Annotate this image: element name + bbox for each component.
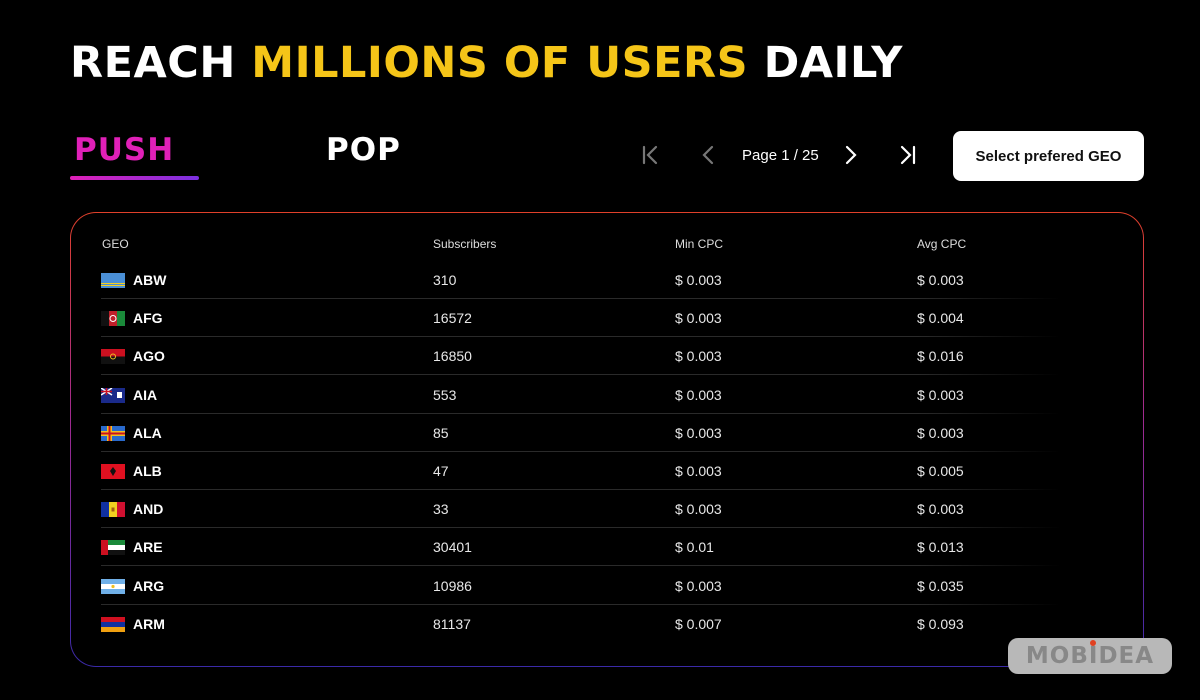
tab-push[interactable]: PUSH [74, 132, 175, 168]
cell-min-cpc: $ 0.007 [675, 615, 722, 632]
cell-subscribers: 85 [433, 424, 449, 441]
cell-avg-cpc: $ 0.003 [917, 424, 964, 441]
column-header-avg-cpc: Avg CPC [917, 237, 967, 251]
next-page-button[interactable] [836, 141, 864, 169]
row-divider [101, 374, 1061, 376]
cell-min-cpc: $ 0.003 [675, 463, 722, 479]
cell-subscribers: 30401 [433, 539, 472, 556]
cell-subscribers: 16572 [433, 310, 472, 327]
flag-argentina-icon [101, 578, 125, 594]
first-page-button[interactable] [636, 141, 664, 169]
flag-andorra-icon [101, 502, 125, 518]
brand-dot [1090, 640, 1096, 646]
cell-geo: ARG [133, 577, 165, 594]
cell-avg-cpc: $ 0.013 [917, 539, 964, 556]
last-page-button[interactable] [894, 141, 922, 169]
flag-aruba-icon [101, 273, 125, 288]
row-divider [101, 450, 1061, 452]
cell-subscribers: 10986 [433, 577, 472, 594]
table-row: ABW 310 $ 0.003 $ 0.003 [101, 261, 1061, 299]
cell-subscribers: 33 [433, 501, 449, 518]
table-row: ARE 30401 $ 0.01 $ 0.013 [101, 528, 1061, 567]
headline-part1: REACH [70, 38, 252, 88]
first-page-icon [642, 145, 658, 165]
table-row: AIA 553 $ 0.003 $ 0.003 [101, 376, 1061, 414]
row-divider [101, 565, 1061, 567]
cell-min-cpc: $ 0.003 [675, 424, 722, 441]
column-header-geo: GEO [102, 237, 129, 251]
row-divider [101, 336, 1061, 338]
table-row: AGO 16850 $ 0.003 $ 0.016 [101, 337, 1061, 376]
column-header-subscribers: Subscribers [433, 237, 497, 251]
cell-min-cpc: $ 0.003 [675, 272, 722, 288]
cell-min-cpc: $ 0.003 [675, 577, 722, 594]
flag-uae-icon [101, 540, 125, 556]
page-indicator: Page 1 / 25 [742, 147, 819, 164]
flag-albania-icon [101, 464, 125, 479]
headline-highlight: MILLIONS OF USERS [251, 38, 749, 88]
select-geo-button[interactable]: Select prefered GEO [953, 131, 1144, 181]
row-divider [101, 298, 1061, 299]
cell-subscribers: 16850 [433, 348, 472, 365]
flag-angola-icon [101, 349, 125, 365]
cell-geo: ARM [133, 615, 165, 632]
cell-avg-cpc: $ 0.003 [917, 501, 964, 518]
column-header-min-cpc: Min CPC [675, 237, 724, 251]
table-row: AFG 16572 $ 0.003 $ 0.004 [101, 299, 1061, 338]
cell-subscribers: 310 [433, 272, 457, 288]
cell-min-cpc: $ 0.01 [675, 539, 714, 556]
cell-min-cpc: $ 0.003 [675, 386, 722, 403]
table-row: ARM 81137 $ 0.007 $ 0.093 [101, 605, 1061, 643]
cell-avg-cpc: $ 0.093 [917, 615, 964, 632]
chevron-left-icon [702, 145, 714, 165]
cell-min-cpc: $ 0.003 [675, 348, 722, 365]
cell-avg-cpc: $ 0.003 [917, 386, 964, 403]
cell-avg-cpc: $ 0.004 [917, 310, 964, 327]
table-row: AND 33 $ 0.003 $ 0.003 [101, 490, 1061, 529]
geo-table-card: GEO Subscribers Min CPC Avg CPC ABW 310 $ … [70, 212, 1144, 667]
cell-avg-cpc: $ 0.035 [917, 577, 964, 594]
row-divider [101, 603, 1061, 605]
geo-table: GEO Subscribers Min CPC Avg CPC ABW 310 $ … [71, 213, 1143, 666]
previous-page-button[interactable] [695, 141, 723, 169]
flag-anguilla-icon [101, 387, 125, 403]
row-divider [101, 412, 1061, 414]
flag-afghanistan-icon [101, 311, 125, 327]
headline-part2: DAILY [748, 38, 903, 88]
cell-subscribers: 81137 [433, 615, 471, 632]
flag-armenia-icon [101, 616, 125, 632]
cell-min-cpc: $ 0.003 [675, 310, 722, 327]
cell-min-cpc: $ 0.003 [675, 501, 722, 518]
cell-geo: ALA [133, 424, 162, 441]
cell-geo: ARE [133, 539, 163, 556]
cell-geo: AND [133, 501, 164, 518]
cell-geo: AFG [133, 310, 163, 327]
cell-subscribers: 553 [433, 386, 457, 403]
active-tab-underline [70, 176, 199, 180]
flag-aland-icon [101, 425, 125, 441]
cell-geo: AIA [133, 386, 158, 403]
chevron-right-icon [845, 145, 857, 165]
table-row: ALB 47 $ 0.003 $ 0.005 [101, 452, 1061, 490]
cell-avg-cpc: $ 0.005 [917, 463, 964, 479]
cell-subscribers: 47 [433, 463, 449, 479]
row-divider [101, 489, 1061, 490]
headline: REACH MILLIONS OF USERS DAILY [70, 38, 903, 88]
cell-geo: AGO [133, 348, 165, 365]
tab-pop[interactable]: POP [326, 132, 401, 168]
cell-avg-cpc: $ 0.003 [917, 272, 964, 288]
cell-geo: ABW [133, 272, 167, 288]
cell-geo: ALB [133, 463, 162, 479]
table-row: ALA 85 $ 0.003 $ 0.003 [101, 414, 1061, 452]
table-row: ARG 10986 $ 0.003 $ 0.035 [101, 567, 1061, 605]
row-divider [101, 527, 1061, 529]
cell-avg-cpc: $ 0.016 [917, 348, 964, 365]
last-page-icon [900, 145, 916, 165]
